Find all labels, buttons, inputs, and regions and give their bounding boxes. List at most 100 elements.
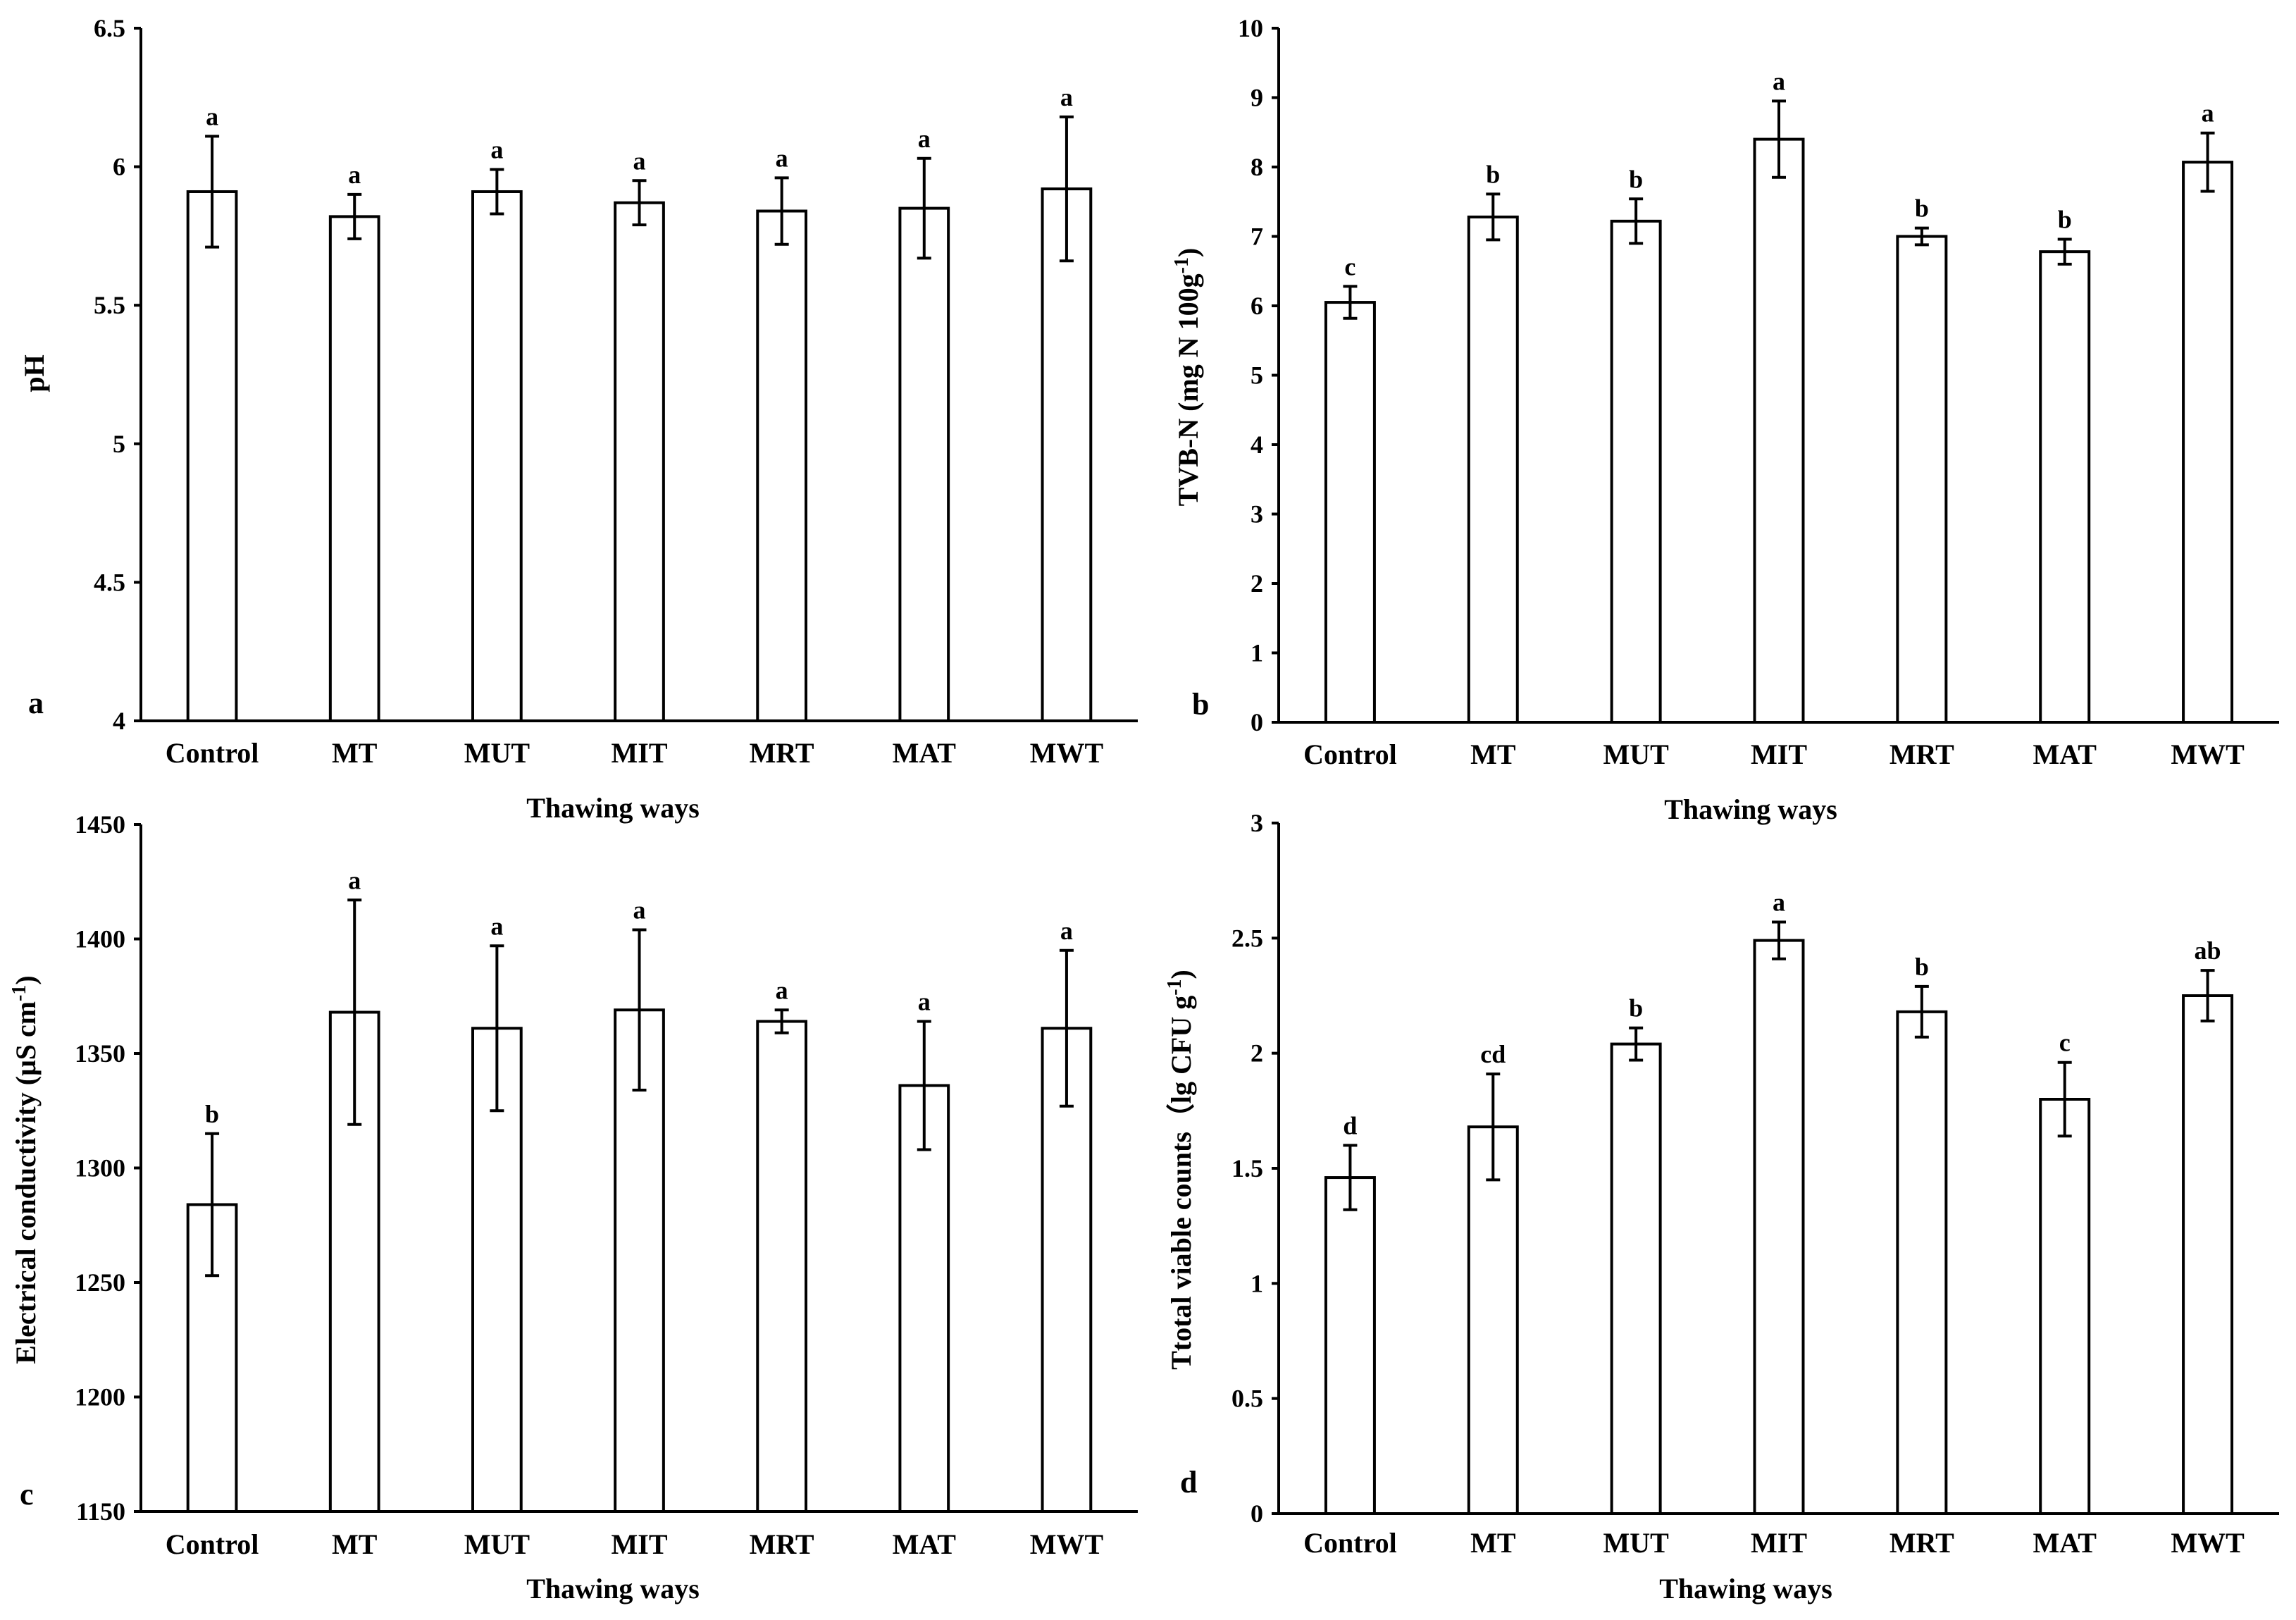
- y-tick-label: 7: [1251, 223, 1263, 251]
- y-tick-label: 6: [113, 153, 125, 181]
- bar: [1610, 1042, 1662, 1515]
- significance-label: d: [1343, 1111, 1357, 1139]
- y-tick-label: 1: [1251, 1269, 1263, 1297]
- bar: [1041, 1027, 1093, 1513]
- x-tick-label: MAT: [893, 737, 957, 769]
- y-tick-label: 0.5: [1231, 1385, 1263, 1413]
- bar: [1324, 301, 1376, 724]
- bar: [2039, 250, 2091, 724]
- y-tick-label: 1300: [75, 1154, 125, 1182]
- panel-label: c: [20, 1477, 34, 1511]
- x-tick-label: MRT: [750, 737, 814, 769]
- bar: [1896, 1010, 1948, 1516]
- significance-label: a: [1060, 917, 1073, 945]
- x-tick-label: MIT: [1751, 1527, 1807, 1559]
- y-axis-title: Ttotal viable counts（lg CFU g-1): [1164, 970, 1197, 1370]
- y-tick-label: 1250: [75, 1268, 125, 1297]
- y-tick-label: 10: [1238, 14, 1263, 42]
- x-tick-label: MWT: [2171, 738, 2245, 770]
- x-tick-label: MT: [1470, 1527, 1516, 1559]
- x-tick-label: MUT: [464, 1528, 530, 1560]
- bar: [1324, 1176, 1376, 1515]
- bar: [1753, 939, 1805, 1515]
- significance-label: a: [490, 912, 503, 940]
- significance-label: a: [206, 102, 218, 130]
- significance-label: c: [2059, 1029, 2071, 1057]
- y-tick-label: 5: [113, 430, 125, 458]
- significance-label: b: [1915, 953, 1929, 981]
- bar: [186, 190, 238, 723]
- y-axis-title-main: Ttotal viable counts（lg CFU g: [1165, 996, 1197, 1370]
- bar: [2182, 161, 2234, 724]
- bar: [756, 209, 808, 722]
- y-tick-label: 1150: [76, 1497, 125, 1526]
- bars: 4 4.5 5 5.5 6 6.5 a Control a MT a MUT a MIT a MRT a MAT a…: [94, 14, 1103, 769]
- x-tick-label: Control: [1303, 738, 1397, 770]
- panel-label: d: [1180, 1465, 1197, 1500]
- y-tick-label: 9: [1251, 84, 1263, 112]
- y-tick-label: 5: [1251, 361, 1263, 390]
- bars: 0 1 2 3 4 5 6 7 8 9 10 c Control b MT b MUT a MIT b MRT b MAT a…: [1238, 14, 2245, 770]
- y-tick-label: 6.5: [94, 14, 125, 42]
- significance-label: a: [1773, 888, 1785, 916]
- y-tick-label: 1400: [75, 925, 125, 953]
- y-tick-label: 4.5: [94, 568, 125, 596]
- y-tick-label: 5.5: [94, 291, 125, 319]
- significance-label: b: [1629, 994, 1643, 1022]
- x-tick-label: MUT: [1603, 738, 1669, 770]
- significance-label: a: [776, 976, 788, 1004]
- significance-label: a: [348, 866, 361, 894]
- y-axis-title-end: ): [1165, 970, 1197, 979]
- y-tick-label: 2: [1251, 569, 1263, 598]
- significance-label: b: [1915, 194, 1929, 223]
- y-tick-label: 3: [1251, 809, 1263, 837]
- significance-label: cd: [1480, 1040, 1506, 1068]
- significance-label: b: [205, 1100, 219, 1128]
- bars: 1150 1200 1250 1300 1350 1400 1450 b Control a MT a…: [75, 810, 1103, 1560]
- y-tick-label: 1: [1251, 639, 1263, 667]
- significance-label: a: [1773, 67, 1785, 95]
- y-tick-label: 1200: [75, 1383, 125, 1411]
- x-tick-label: MT: [1470, 738, 1516, 770]
- y-tick-label: 0: [1251, 708, 1263, 736]
- significance-label: b: [1486, 160, 1500, 188]
- bars: 0 0.5 1 1.5 2 2.5 3 d Control cd MT b MUT a MIT b MRT c MA…: [1231, 809, 2245, 1559]
- y-axis-title: TVB-N (mg N 100g-1): [1171, 248, 1204, 507]
- bar: [328, 215, 380, 723]
- y-tick-label: 0: [1251, 1500, 1263, 1528]
- significance-label: a: [1060, 83, 1073, 111]
- x-axis-title: Thawing ways: [1664, 793, 1837, 825]
- y-axis-title-sup: -1: [1171, 257, 1193, 273]
- x-tick-label: Control: [166, 737, 259, 769]
- y-tick-label: 1450: [75, 810, 125, 839]
- panel-label: a: [28, 686, 44, 720]
- y-tick-label: 6: [1251, 292, 1263, 320]
- y-tick-label: 3: [1251, 500, 1263, 528]
- x-tick-label: MAT: [2033, 1527, 2097, 1559]
- significance-label: b: [1629, 165, 1643, 193]
- y-axis-title-sup: -1: [8, 985, 30, 1001]
- panel-a: 4 4.5 5 5.5 6 6.5 a Control a MT a MUT a MIT a MRT a MAT a…: [18, 14, 1138, 824]
- x-tick-label: MIT: [612, 737, 668, 769]
- x-tick-label: MRT: [750, 1528, 814, 1560]
- y-axis-title-main: TVB-N (mg N 100g: [1172, 273, 1204, 506]
- bar: [898, 206, 950, 722]
- bar: [1753, 137, 1805, 724]
- x-tick-label: Control: [166, 1528, 259, 1560]
- x-tick-label: MT: [332, 737, 378, 769]
- bar: [614, 201, 665, 722]
- y-tick-label: 1.5: [1231, 1154, 1263, 1182]
- panel-b: 0 1 2 3 4 5 6 7 8 9 10 c Control b MT b MUT a MIT b MRT b MAT a…: [1171, 14, 2279, 825]
- x-tick-label: MUT: [1603, 1527, 1669, 1559]
- bar: [1467, 215, 1519, 724]
- significance-label: a: [633, 896, 646, 925]
- x-tick-label: MUT: [464, 737, 530, 769]
- y-tick-label: 1350: [75, 1039, 125, 1068]
- bar: [1041, 187, 1093, 722]
- bar: [2039, 1098, 2091, 1515]
- significance-label: a: [918, 988, 931, 1016]
- x-tick-label: MWT: [1030, 1528, 1104, 1560]
- bar: [2182, 994, 2234, 1515]
- y-axis-title: pH: [18, 354, 50, 392]
